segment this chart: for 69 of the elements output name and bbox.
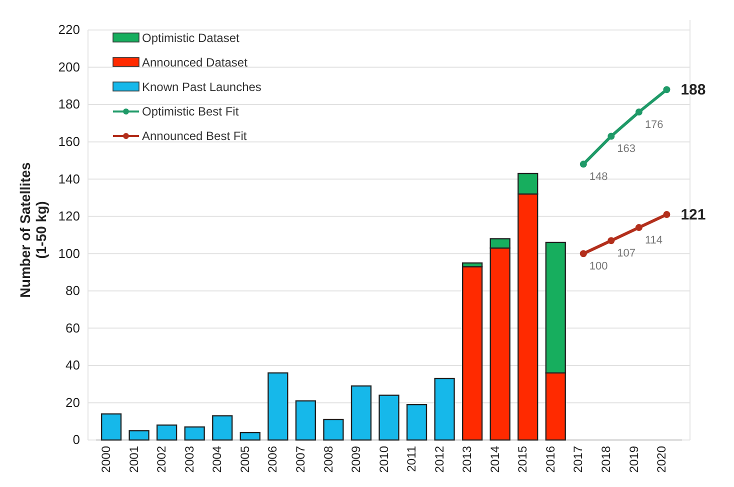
x-tick-label: 2013 (460, 446, 474, 473)
data-label: 176 (644, 119, 664, 131)
point (608, 132, 615, 140)
x-tick-label: 2019 (626, 446, 641, 473)
bar (184, 426, 205, 441)
x-tick-label: 2011 (404, 446, 419, 472)
x-tick-label: 2010 (376, 446, 391, 473)
y-tick-label: 20 (66, 394, 80, 410)
data-label: 163 (617, 143, 636, 156)
y-tick-label: 60 (66, 320, 80, 336)
x-tick-label: 2004 (210, 446, 224, 473)
legend-label: Optimistic Best Fit (142, 104, 240, 118)
y-tick-label: 200 (58, 59, 80, 74)
x-tick-label: 2005 (238, 446, 252, 473)
x-tick-label: 2003 (182, 446, 196, 473)
legend-label: Announced Dataset (142, 56, 248, 70)
bar (240, 432, 260, 441)
x-tick-label: 2016 (543, 446, 558, 473)
bar (268, 372, 288, 441)
bar (406, 404, 428, 441)
data-label: 148 (589, 171, 608, 184)
x-tick-label: 2015 (516, 446, 530, 473)
bar (100, 413, 122, 441)
point (608, 237, 615, 244)
y-tick-label: 80 (66, 283, 80, 298)
legend-label: Optimistic Dataset (142, 31, 240, 45)
point (580, 250, 587, 258)
x-tick-label: 2002 (154, 446, 169, 473)
bar (128, 430, 150, 441)
bar (434, 378, 455, 441)
bar (462, 266, 483, 441)
bar (156, 424, 178, 441)
bar (295, 400, 316, 441)
x-tick-label: 2014 (488, 446, 502, 473)
data-label: 188 (680, 82, 706, 99)
legend-label: Announced Best Fit (142, 129, 248, 143)
point (580, 160, 587, 168)
y-tick-label: 120 (58, 208, 80, 224)
bar (323, 418, 344, 441)
x-tick-label: 2009 (349, 446, 364, 473)
x-tick-label: 2008 (321, 446, 336, 473)
x-tick-label: 2007 (293, 446, 308, 473)
legend-label: Known Past Launches (142, 80, 262, 94)
x-tick-label: 2000 (99, 446, 114, 473)
data-label: 114 (644, 234, 662, 247)
point (635, 108, 642, 116)
x-tick-label: 2012 (432, 446, 446, 473)
y-axis-title: Number of Satellites (1-50 kg) (17, 162, 50, 298)
point (635, 224, 642, 232)
y-tick-label: 180 (58, 96, 80, 112)
y-tick-label: 40 (66, 358, 80, 373)
y-tick-label: 160 (58, 134, 80, 149)
x-tick-label: 2018 (598, 446, 613, 473)
y-tick-label: 220 (58, 22, 80, 38)
bar (350, 385, 372, 441)
y-tick-label: 100 (58, 246, 80, 261)
y-tick-label: 0 (72, 432, 80, 448)
x-tick-label: 2017 (571, 446, 586, 473)
point (663, 86, 670, 94)
y-tick-label: 140 (58, 171, 80, 186)
data-label: 121 (680, 206, 706, 224)
point (663, 211, 670, 218)
x-tick-label: 2020 (654, 446, 669, 473)
x-tick-label: 2006 (266, 446, 280, 473)
bar (378, 394, 400, 441)
data-label: 100 (589, 260, 608, 273)
bar (212, 415, 233, 441)
x-tick-label: 2001 (126, 446, 141, 473)
data-label: 107 (617, 248, 636, 260)
